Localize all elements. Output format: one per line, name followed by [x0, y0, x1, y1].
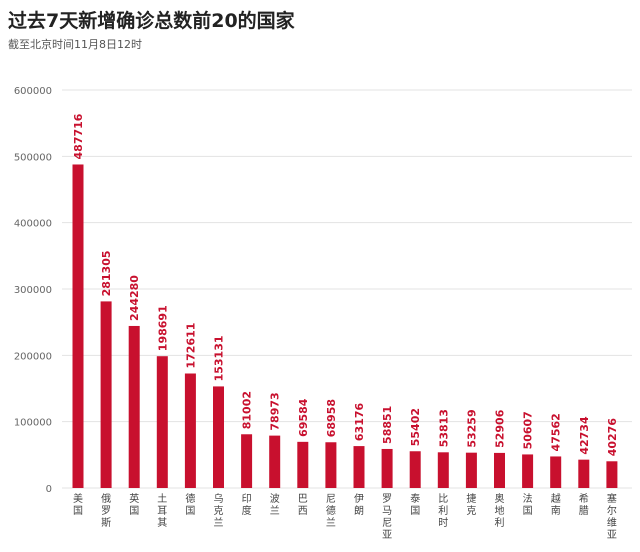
category-label: 伊朗	[354, 493, 364, 517]
bar	[156, 356, 168, 488]
category-label: 德国	[185, 492, 195, 517]
bar	[353, 446, 365, 488]
chart-title: 过去7天新增确诊总数前20的国家	[8, 10, 295, 32]
data-label: 53813	[437, 409, 450, 447]
category-label: 乌克兰	[214, 492, 224, 529]
bar	[184, 373, 196, 488]
data-label: 53259	[465, 409, 478, 447]
data-label: 52906	[494, 409, 507, 448]
data-label: 50607	[522, 411, 535, 449]
data-label: 281305	[100, 250, 113, 296]
category-label: 泰国	[410, 492, 420, 517]
y-tick-label: 300000	[14, 285, 52, 296]
bar-layer	[72, 164, 618, 488]
data-label: 68958	[325, 399, 338, 437]
bar	[325, 442, 337, 488]
data-label: 153131	[213, 335, 226, 381]
y-tick-label: 0	[46, 484, 52, 495]
grid-layer: 0 100000 200000 300000 400000 500000 600000	[14, 86, 632, 495]
bar	[381, 448, 393, 488]
category-label: 塞尔维亚	[607, 492, 617, 541]
category-label: 英国	[129, 492, 139, 517]
data-label: 42734	[578, 416, 591, 455]
category-label: 尼德兰	[326, 493, 336, 529]
data-label: 40276	[606, 418, 619, 457]
category-label: 俄罗斯	[101, 493, 111, 529]
y-tick-label: 400000	[14, 219, 52, 230]
bar	[100, 301, 112, 488]
category-label: 奥地利	[495, 492, 505, 529]
bar	[297, 441, 309, 488]
category-label: 法国	[523, 492, 533, 517]
chart-subtitle: 截至北京时间11月8日12时	[8, 38, 142, 51]
category-label: 希腊	[579, 492, 589, 517]
bar	[72, 164, 84, 488]
bar	[578, 459, 590, 488]
bar	[128, 325, 140, 488]
category-label: 土耳其	[157, 492, 167, 529]
data-label: 487716	[72, 113, 85, 159]
bar	[269, 435, 281, 488]
category-label: 波兰	[270, 492, 280, 517]
bar	[409, 451, 421, 488]
y-tick-label: 200000	[14, 351, 52, 362]
bar	[550, 456, 562, 488]
bar	[437, 452, 449, 488]
category-label: 罗马尼亚	[382, 493, 392, 541]
category-label: 印度	[242, 493, 252, 517]
category-label: 美国	[73, 492, 83, 517]
data-label: 55402	[409, 408, 422, 446]
y-tick-label: 600000	[14, 86, 52, 97]
y-tick-label: 500000	[14, 152, 52, 163]
category-label: 越南	[551, 492, 561, 517]
bar	[606, 461, 618, 488]
category-label: 捷克	[466, 492, 476, 517]
data-label: 47562	[550, 413, 563, 451]
data-label: 78973	[269, 392, 282, 430]
bar	[522, 454, 534, 488]
y-tick-label: 100000	[14, 418, 52, 429]
bar	[494, 452, 505, 488]
category-label: 比利时	[438, 493, 448, 529]
bar	[465, 452, 477, 488]
label-layer: 487716 美国 281305 俄罗斯 244280 英国 198691 土耳其 172611…	[72, 113, 619, 541]
category-label: 巴西	[298, 493, 308, 517]
data-label: 58851	[381, 406, 394, 444]
bar	[241, 434, 253, 488]
data-label: 244280	[128, 275, 141, 321]
data-label: 63176	[353, 402, 366, 441]
data-label: 69584	[297, 398, 310, 437]
data-label: 172611	[184, 323, 197, 369]
data-label: 81002	[241, 391, 254, 429]
bar	[213, 386, 224, 488]
data-label: 198691	[156, 305, 169, 351]
